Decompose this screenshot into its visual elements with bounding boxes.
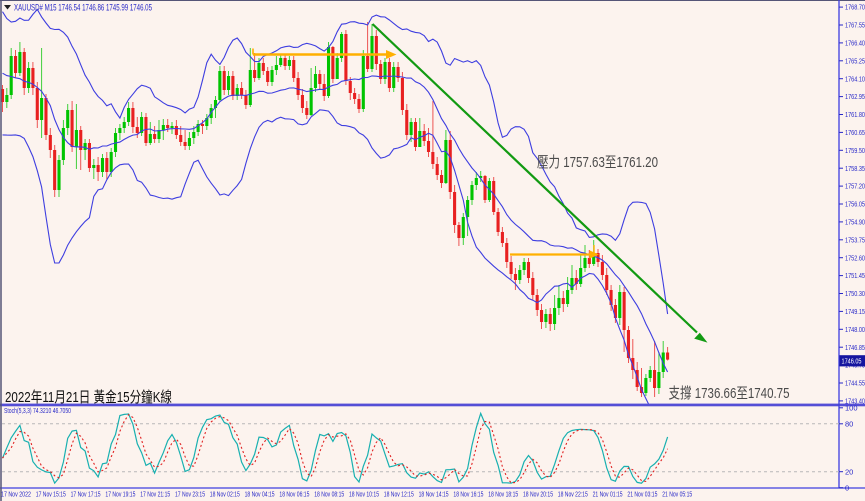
svg-text:2022年11月21日 黃金15分鐘K線: 2022年11月21日 黃金15分鐘K線 xyxy=(5,389,172,406)
svg-text:18 Nov 10:15: 18 Nov 10:15 xyxy=(349,489,379,498)
svg-text:1749.15: 1749.15 xyxy=(845,307,865,316)
svg-text:壓力 1757.63至1761.20: 壓力 1757.63至1761.20 xyxy=(537,154,658,171)
svg-text:18 Nov 02:15: 18 Nov 02:15 xyxy=(210,489,240,498)
svg-text:1759.50: 1759.50 xyxy=(845,146,865,155)
svg-text:XAUUSD# M15 1746.54 1746.86 1: XAUUSD# M15 1746.54 1746.86 1745.99 1746… xyxy=(14,3,152,13)
svg-text:1768.70: 1768.70 xyxy=(845,3,865,12)
svg-text:Stoch(5,3,3) 74.3210 46.7050: Stoch(5,3,3) 74.3210 46.7050 xyxy=(4,406,71,415)
svg-text:1758.35: 1758.35 xyxy=(845,164,865,173)
svg-text:1756.05: 1756.05 xyxy=(845,200,865,209)
svg-text:1751.45: 1751.45 xyxy=(845,271,865,280)
svg-text:1760.65: 1760.65 xyxy=(845,128,865,137)
svg-text:18 Nov 12:15: 18 Nov 12:15 xyxy=(384,489,414,498)
svg-text:1761.80: 1761.80 xyxy=(845,110,865,119)
svg-text:17 Nov 23:15: 17 Nov 23:15 xyxy=(175,489,205,498)
svg-text:17 Nov 19:15: 17 Nov 19:15 xyxy=(105,489,135,498)
svg-text:1750.30: 1750.30 xyxy=(845,289,865,298)
svg-text:20: 20 xyxy=(845,467,853,476)
svg-text:18 Nov 16:15: 18 Nov 16:15 xyxy=(453,489,483,498)
svg-text:21 Nov 05:15: 21 Nov 05:15 xyxy=(662,489,692,498)
svg-text:1767.55: 1767.55 xyxy=(845,21,865,30)
svg-text:1764.10: 1764.10 xyxy=(845,74,865,83)
svg-text:18 Nov 18:15: 18 Nov 18:15 xyxy=(488,489,518,498)
svg-text:1766.40: 1766.40 xyxy=(845,39,865,48)
svg-text:1752.60: 1752.60 xyxy=(845,253,865,262)
svg-text:18 Nov 04:15: 18 Nov 04:15 xyxy=(245,489,275,498)
svg-text:支撐 1736.66至1740.75: 支撐 1736.66至1740.75 xyxy=(669,385,790,402)
svg-text:1748.00: 1748.00 xyxy=(845,325,865,334)
svg-text:17 Nov 2022: 17 Nov 2022 xyxy=(1,489,31,498)
svg-text:100: 100 xyxy=(845,403,858,412)
svg-text:1743.40: 1743.40 xyxy=(845,397,865,406)
svg-text:21 Nov 03:15: 21 Nov 03:15 xyxy=(627,489,657,498)
svg-text:21 Nov 01:15: 21 Nov 01:15 xyxy=(593,489,623,498)
svg-text:1746.05: 1746.05 xyxy=(842,357,862,366)
svg-text:18 Nov 14:15: 18 Nov 14:15 xyxy=(419,489,449,498)
svg-text:1754.90: 1754.90 xyxy=(845,218,865,227)
svg-text:0: 0 xyxy=(845,483,849,492)
svg-text:17 Nov 15:15: 17 Nov 15:15 xyxy=(36,489,66,498)
svg-text:1765.25: 1765.25 xyxy=(845,56,865,65)
svg-text:17 Nov 21:15: 17 Nov 21:15 xyxy=(140,489,170,498)
svg-text:18 Nov 08:15: 18 Nov 08:15 xyxy=(314,489,344,498)
svg-text:1744.55: 1744.55 xyxy=(845,379,865,388)
svg-text:1757.20: 1757.20 xyxy=(845,182,865,191)
svg-text:18 Nov 22:15: 18 Nov 22:15 xyxy=(558,489,588,498)
svg-text:1753.75: 1753.75 xyxy=(845,235,865,244)
svg-text:17 Nov 17:15: 17 Nov 17:15 xyxy=(71,489,101,498)
svg-text:1762.95: 1762.95 xyxy=(845,92,865,101)
svg-text:18 Nov 20:15: 18 Nov 20:15 xyxy=(523,489,553,498)
svg-text:1746.85: 1746.85 xyxy=(845,343,865,352)
svg-text:80: 80 xyxy=(845,419,853,428)
svg-text:18 Nov 06:15: 18 Nov 06:15 xyxy=(279,489,309,498)
